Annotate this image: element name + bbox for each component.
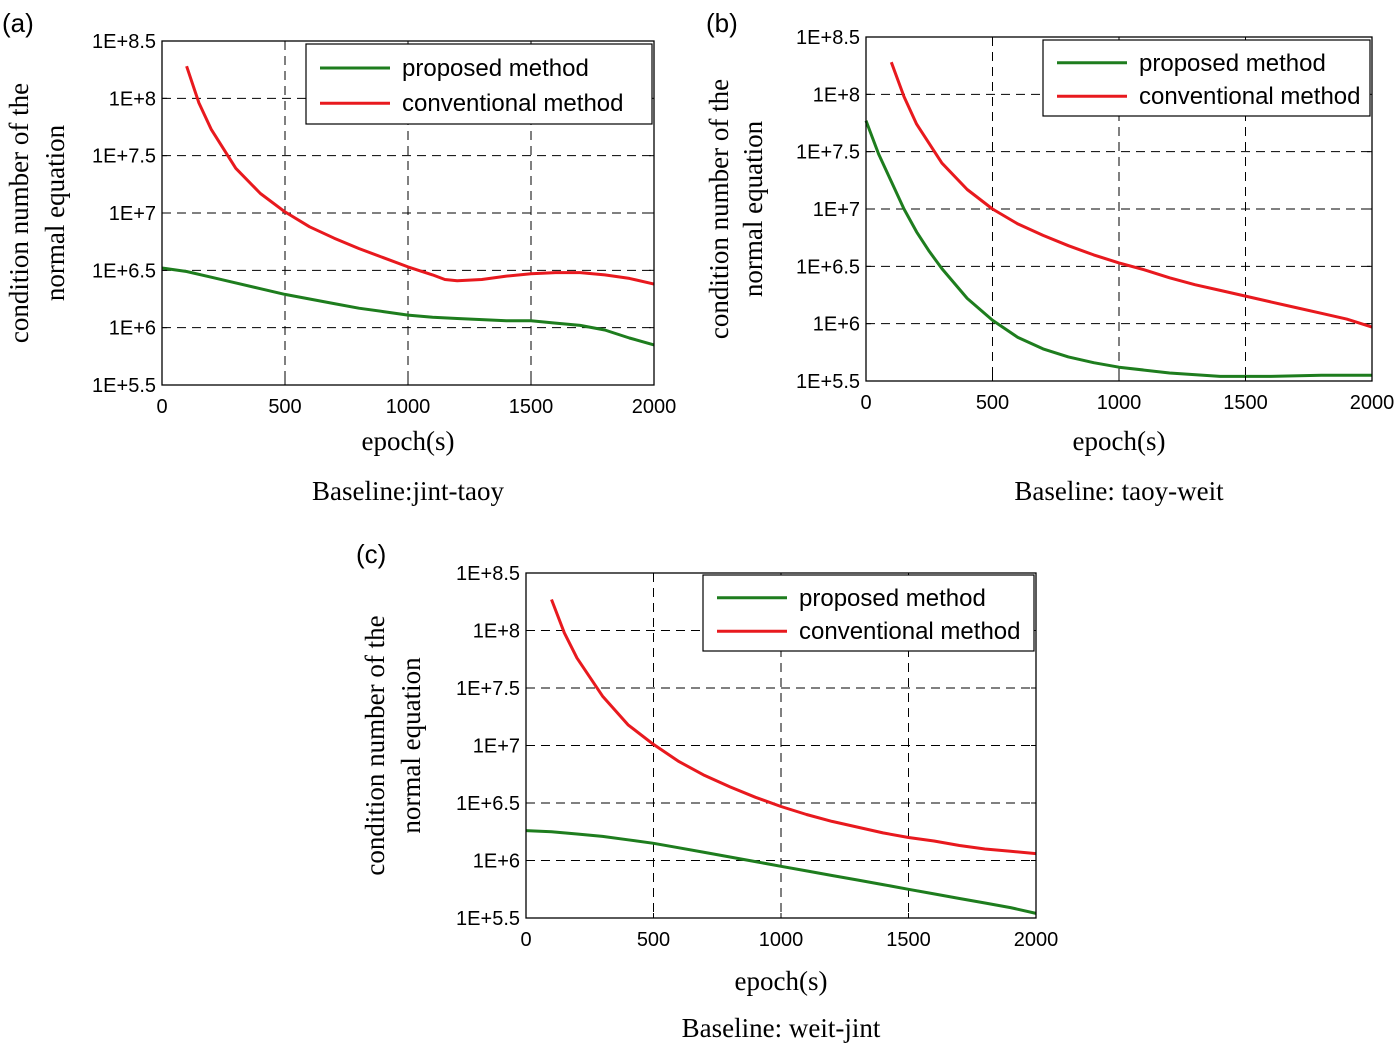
x-tick-label: 1000 [759,929,804,951]
legend-entry: conventional method [402,90,623,117]
x-tick-label: 1000 [1097,392,1142,414]
x-tick-label: 1500 [509,396,554,418]
series-line-conventional [185,65,655,286]
series-line-conventional [889,61,1373,329]
y-tick-label: 1E+6.5 [796,256,860,278]
y-tick-label: 1E+6.5 [456,793,520,815]
x-tick-label: 0 [156,396,167,418]
panel-a: (a) 0 500 1000 1500 2000 1E+5.5 1E+6 1E+6.5 1E+7 1… [2,8,676,506]
y-tick-label: 1E+8.5 [796,27,860,49]
y-axis-title-line1: condition number of the [704,79,734,339]
y-axis-title-line1: condition number of the [360,615,390,875]
panel-label: (c) [356,539,386,569]
panel-b: (b) 0 500 1000 1500 2000 1E+5.5 1E+6 1E+6.5 1E+7 1… [704,8,1394,506]
y-tick-label: 1E+7 [109,203,156,225]
x-tick-label: 0 [520,929,531,951]
series-line-proposed [161,266,655,347]
y-tick-label: 1E+7.5 [796,142,860,164]
panel-label: (a) [2,8,34,38]
y-tick-label: 1E+7 [813,199,860,221]
y-tick-label: 1E+6 [813,314,860,336]
y-axis-title-line2: normal equation [40,124,70,301]
legend: proposed method conventional method [1042,39,1371,117]
legend-box [702,574,1035,652]
y-tick-label: 1E+6 [109,318,156,340]
legend-entry: conventional method [799,618,1020,645]
y-tick-label: 1E+8 [473,621,520,643]
x-tick-label: 2000 [632,396,677,418]
x-tick-label: 500 [976,392,1009,414]
legend: proposed method conventional method [702,574,1035,652]
panel-c: (c) 0 500 1000 1500 2000 1E+5.5 1E+6 1E+6.5 1E+7 1… [356,539,1058,1043]
y-axis-title-line2: normal equation [396,657,426,834]
legend-entry: proposed method [1139,50,1326,77]
x-tick-label: 0 [860,392,871,414]
series-line-proposed [864,120,1372,378]
legend-entry: conventional method [1139,83,1360,110]
legend-box [305,43,653,125]
y-axis-title-line1: condition number of the [4,83,34,343]
y-axis-title-line2: normal equation [738,120,768,297]
legend-box [1042,39,1371,117]
panel-label: (b) [706,8,738,38]
x-tick-label: 500 [268,396,301,418]
x-tick-label: 1000 [386,396,431,418]
legend-entry: proposed method [402,55,589,82]
panel-caption: Baseline: taoy-weit [1014,476,1224,506]
y-tick-label: 1E+6 [473,851,520,873]
y-tick-label: 1E+5.5 [92,375,156,397]
y-tick-label: 1E+7.5 [456,678,520,700]
y-tick-label: 1E+5.5 [456,908,520,930]
y-tick-label: 1E+7.5 [92,146,156,168]
x-tick-label: 1500 [1223,392,1268,414]
panel-caption: Baseline:jint-taoy [312,476,504,506]
x-axis-title: epoch(s) [1073,426,1166,456]
series-line-conventional [550,598,1037,856]
y-tick-label: 1E+7 [473,736,520,758]
series-line-proposed [525,829,1037,915]
y-tick-label: 1E+8 [109,88,156,110]
x-axis-title: epoch(s) [735,966,828,996]
x-tick-label: 2000 [1014,929,1059,951]
panel-caption: Baseline: weit-jint [682,1013,881,1043]
y-tick-label: 1E+8 [813,84,860,106]
x-tick-label: 1500 [886,929,931,951]
y-tick-label: 1E+5.5 [796,371,860,393]
y-tick-label: 1E+8.5 [456,563,520,585]
legend: proposed method conventional method [305,43,653,125]
legend-entry: proposed method [799,585,986,612]
y-tick-label: 1E+6.5 [92,260,156,282]
y-tick-label: 1E+8.5 [92,31,156,53]
x-tick-label: 500 [637,929,670,951]
x-axis-title: epoch(s) [362,426,455,456]
x-tick-label: 2000 [1350,392,1395,414]
